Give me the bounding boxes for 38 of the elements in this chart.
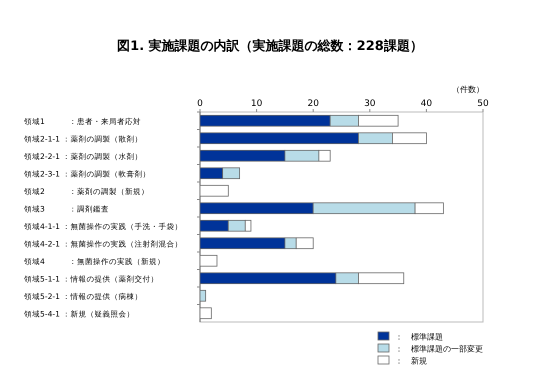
bar: [200, 272, 336, 284]
x-tick-label: 40: [420, 99, 432, 109]
bar: [414, 202, 444, 214]
bar: [358, 272, 404, 284]
bar: [200, 202, 314, 214]
bar: [200, 307, 212, 320]
legend-label: ： 新規: [395, 356, 427, 366]
bar: [200, 167, 224, 180]
bar: [200, 254, 218, 267]
bar: [358, 132, 393, 144]
bar: [200, 184, 229, 197]
bar: [200, 132, 359, 144]
chart-title: 図1. 実施課題の内訳（実施課題の総数：228課題）: [117, 38, 423, 54]
bar: [284, 150, 320, 162]
bar: [244, 220, 252, 232]
x-tick-label: 10: [250, 99, 263, 109]
bar: [200, 114, 331, 127]
bar: [200, 237, 286, 250]
bar: [222, 167, 240, 180]
bar: [335, 272, 359, 284]
legend-label: ： 標準課題の一部変更: [395, 344, 483, 354]
bar: [200, 150, 286, 162]
bar: [200, 220, 229, 232]
x-tick-label: 50: [477, 99, 489, 109]
bar: [228, 220, 246, 232]
bar: [284, 237, 297, 250]
legend-label: ： 標準課題: [395, 332, 443, 342]
x-axis-title: （件数）: [452, 85, 484, 94]
x-tick-label: 0: [197, 99, 204, 109]
bar: [330, 114, 359, 127]
bar: [312, 202, 416, 214]
x-tick-label: 20: [307, 99, 320, 109]
bar: [296, 237, 314, 250]
bar: [358, 114, 398, 127]
bar: [200, 290, 206, 302]
bar: [392, 132, 427, 144]
x-tick-label: 30: [364, 99, 376, 109]
bar: [318, 150, 331, 162]
